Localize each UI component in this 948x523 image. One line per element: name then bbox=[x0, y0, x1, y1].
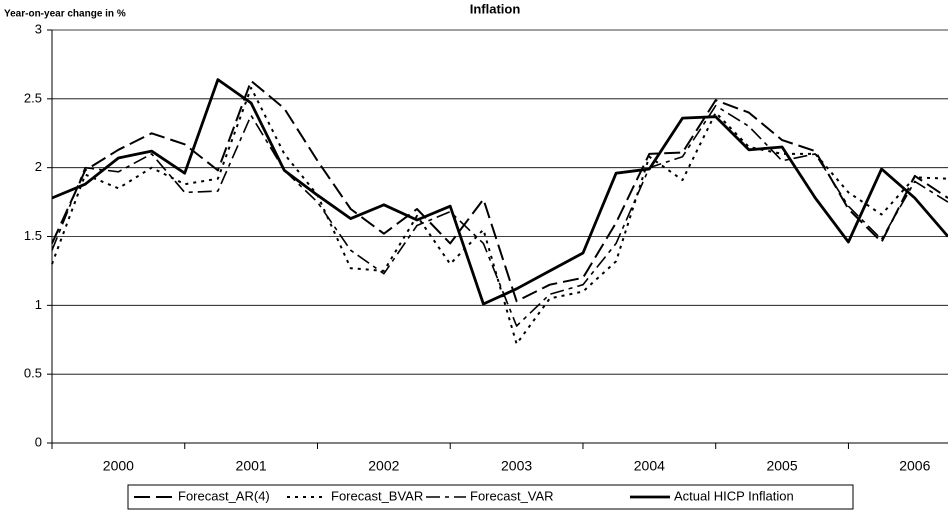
x-tick-label: 2006 bbox=[899, 458, 930, 474]
y-tick-label: 2.5 bbox=[24, 90, 42, 105]
x-tick-label: 2000 bbox=[103, 458, 134, 474]
y-axis-title: Year-on-year change in % bbox=[4, 9, 126, 20]
y-tick-label: 1 bbox=[35, 297, 42, 312]
x-tick-label: 2003 bbox=[501, 458, 532, 474]
series-line bbox=[51, 79, 948, 303]
chart-title: Inflation bbox=[470, 1, 521, 16]
legend: Forecast_AR(4) Forecast_BVAR Forecast_VAR A… bbox=[127, 484, 854, 510]
x-tick-label: 2004 bbox=[634, 458, 665, 474]
y-tick-label: 0 bbox=[35, 434, 42, 449]
series-line bbox=[51, 78, 948, 306]
y-tick-label: 3 bbox=[35, 21, 42, 36]
x-tick-label: 2002 bbox=[368, 458, 399, 474]
legend-label: Forecast_BVAR bbox=[331, 488, 423, 503]
y-tick-label: 2 bbox=[35, 159, 42, 174]
legend-label: Forecast_AR(4) bbox=[178, 488, 270, 503]
y-tick-label: 1.5 bbox=[24, 228, 42, 243]
x-tick-label: 2005 bbox=[766, 458, 797, 474]
series-line bbox=[51, 104, 948, 327]
legend-label: Forecast_VAR bbox=[470, 488, 554, 503]
legend-label: Actual HICP Inflation bbox=[674, 488, 794, 503]
legend-box bbox=[127, 484, 854, 510]
y-tick-label: 0.5 bbox=[24, 366, 42, 381]
x-tick-label: 2001 bbox=[236, 458, 267, 474]
